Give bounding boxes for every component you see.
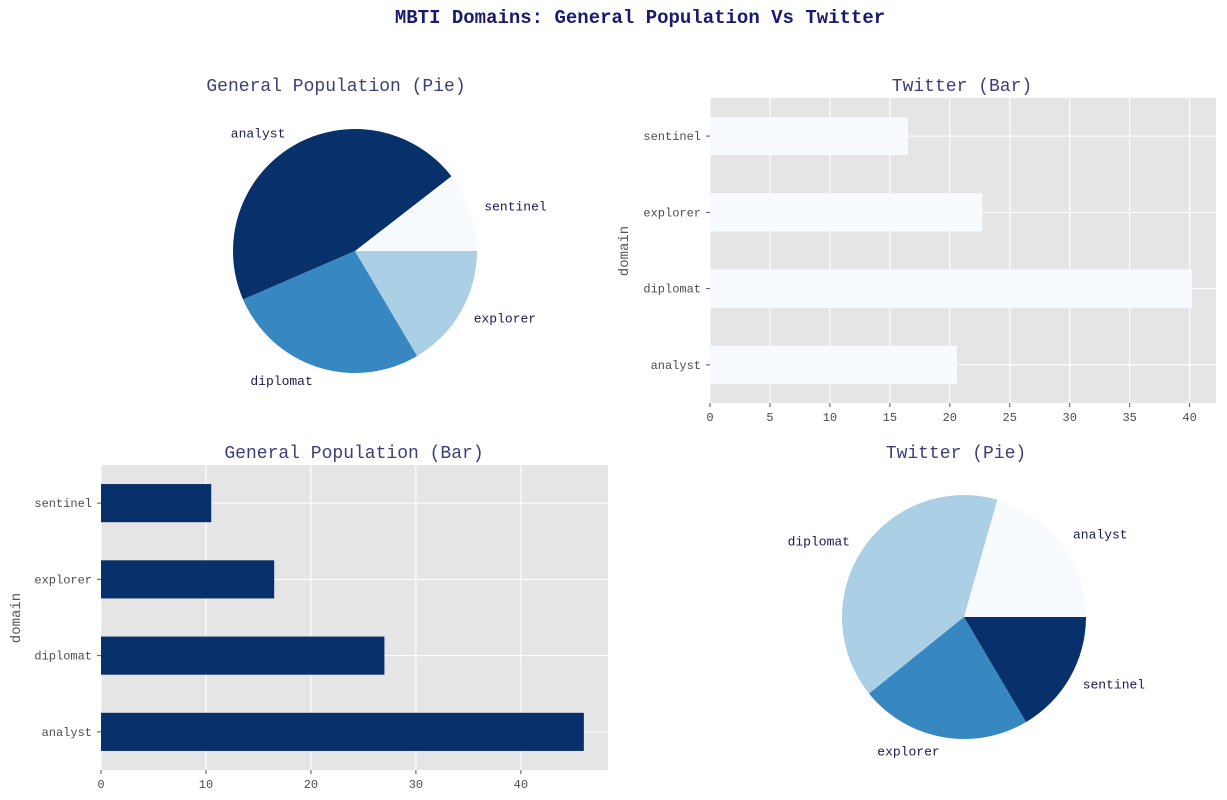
general-population-pie: sentinel analyst diplomat explorer (231, 126, 547, 389)
gp-bar-xtick-label: 20 (304, 778, 318, 792)
general-population-pie-panel: General Population (Pie) sentinel analyst… (206, 77, 547, 389)
tw-bar-bar-explorer (710, 193, 983, 232)
gp-pie-slice-explorer (355, 251, 477, 357)
tw-bar-ytick-label-diplomat: diplomat (643, 283, 701, 297)
tw-bar-xtick-label: 20 (943, 411, 957, 425)
gp-bar-ytick-label-analyst: analyst (42, 726, 92, 740)
twitter-pie-panel: Twitter (Pie) analyst diplomat explorer sen… (788, 444, 1146, 760)
tw-bar-ytick-label-analyst: analyst (651, 359, 701, 373)
gp-bar-xtick-label: 30 (409, 778, 423, 792)
gp-pie-label-explorer: explorer (474, 312, 536, 327)
tw-bar-xtick-label: 30 (1063, 411, 1077, 425)
general-population-bar-ylabel: domain (9, 593, 25, 643)
tw-bar-xtick-label: 40 (1182, 411, 1196, 425)
tw-bar-bar-diplomat (710, 269, 1193, 308)
tw-pie-label-analyst: analyst (1073, 528, 1128, 543)
general-population-bar-title: General Population (Bar) (224, 444, 483, 464)
twitter-bar-title: Twitter (Bar) (892, 77, 1032, 97)
tw-bar-bar-sentinel (710, 117, 908, 156)
tw-bar-xtick-label: 5 (766, 411, 773, 425)
gp-bar-xtick-label: 10 (199, 778, 213, 792)
gp-bar-bar-sentinel (101, 484, 212, 523)
twitter-pie: analyst diplomat explorer sentinel (788, 494, 1146, 760)
twitter-bar-plot: analyst diplomat explorer sentinel 0 5 10 15 20 2… (643, 98, 1216, 425)
general-population-pie-title: General Population (Pie) (206, 77, 465, 97)
tw-bar-xtick-label: 0 (706, 411, 713, 425)
tw-bar-xtick-label: 10 (823, 411, 837, 425)
tw-pie-slice-diplomat (841, 494, 998, 694)
tw-bar-xtick-label: 25 (1003, 411, 1017, 425)
gp-bar-xtick-label: 40 (514, 778, 528, 792)
gp-bar-bar-diplomat (101, 636, 385, 675)
tw-pie-label-sentinel: sentinel (1083, 678, 1146, 693)
gp-pie-label-sentinel: sentinel (484, 200, 547, 215)
tw-bar-bar-analyst (710, 345, 957, 384)
gp-pie-slice-diplomat (243, 251, 418, 373)
tw-bar-xtick-label: 35 (1122, 411, 1136, 425)
twitter-bar-panel: Twitter (Bar) analyst diplomat explorer sen… (617, 77, 1216, 425)
tw-bar-ytick-label-sentinel: sentinel (643, 130, 701, 144)
tw-pie-slice-sentinel (964, 617, 1086, 723)
twitter-bar-ylabel: domain (617, 226, 633, 276)
gp-pie-slice-sentinel (355, 176, 477, 251)
tw-bar-xtick-label: 15 (883, 411, 897, 425)
gp-pie-slice-analyst (232, 128, 452, 300)
tw-pie-slice-analyst (964, 499, 1086, 617)
gp-bar-ytick-label-diplomat: diplomat (34, 650, 92, 664)
gp-pie-label-analyst: analyst (231, 126, 286, 141)
gp-bar-bar-analyst (101, 712, 584, 751)
tw-pie-slice-explorer (869, 617, 1027, 739)
gp-bar-xtick-label: 0 (97, 778, 104, 792)
figure-title: MBTI Domains: General Population Vs Twit… (395, 7, 885, 29)
twitter-pie-title: Twitter (Pie) (886, 444, 1026, 464)
gp-bar-ytick-label-sentinel: sentinel (34, 497, 92, 511)
general-population-bar-panel: General Population (Bar) analyst diplomat… (9, 444, 608, 792)
general-population-bar-plot: analyst diplomat explorer sentinel 0 10 20 30 40 (34, 465, 608, 792)
tw-bar-ytick-label-explorer: explorer (643, 206, 701, 220)
gp-bar-ytick-label-explorer: explorer (34, 573, 92, 587)
gp-bar-bar-explorer (101, 560, 275, 599)
gp-pie-label-diplomat: diplomat (250, 374, 312, 389)
tw-pie-label-explorer: explorer (877, 745, 939, 760)
tw-pie-label-diplomat: diplomat (788, 535, 850, 550)
